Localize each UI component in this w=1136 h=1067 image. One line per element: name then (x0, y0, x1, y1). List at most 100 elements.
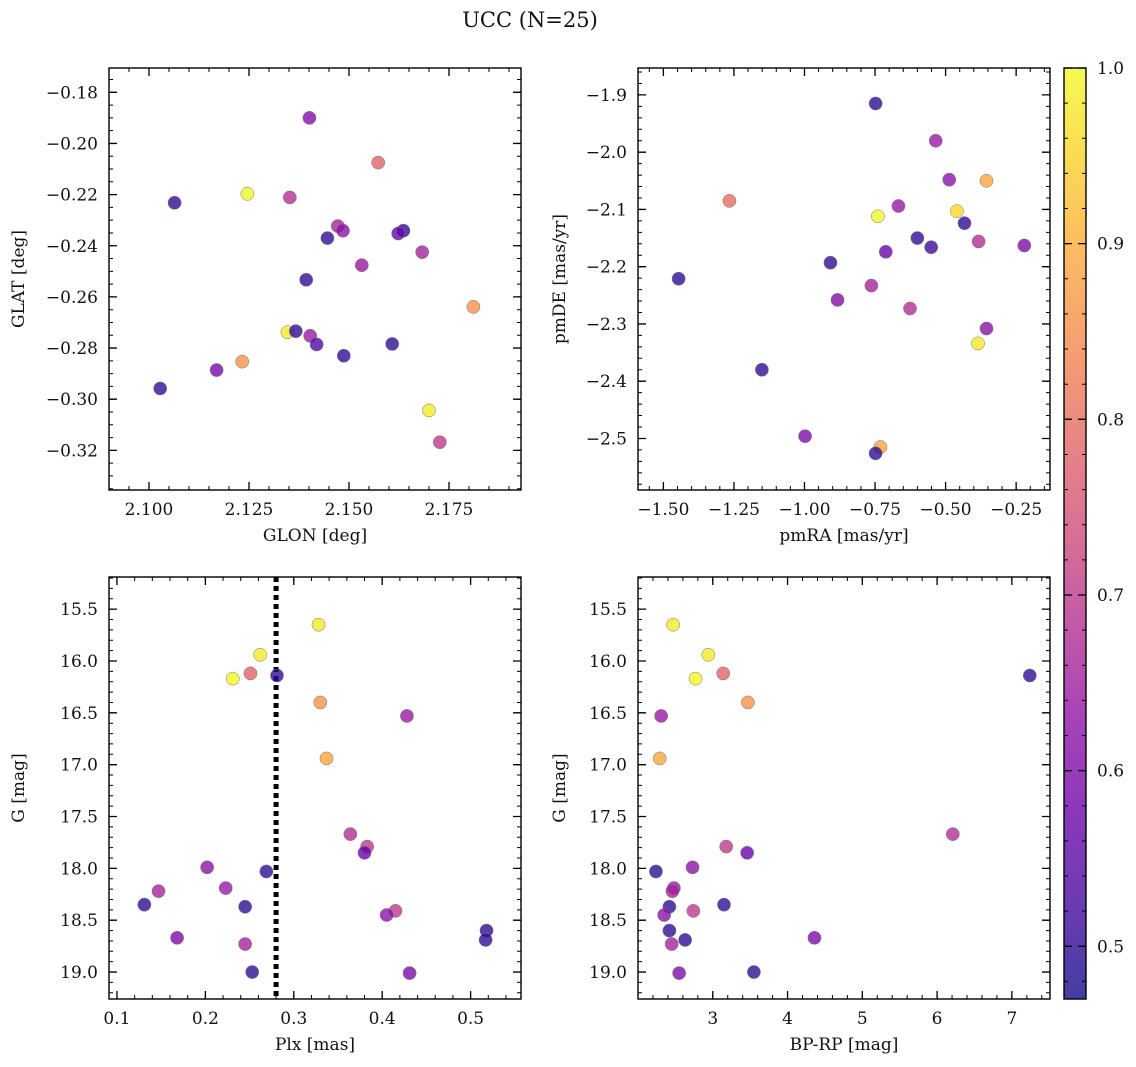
data-point (200, 860, 214, 875)
data-point (379, 908, 394, 922)
x-tick-label: 2.175 (425, 500, 474, 520)
data-point (654, 709, 669, 723)
data-point (868, 96, 883, 111)
data-point (924, 240, 939, 255)
y-tick-label: −0.20 (46, 134, 98, 154)
data-point (979, 173, 994, 188)
x-tick-label: 2.100 (125, 500, 174, 520)
data-point (400, 709, 414, 723)
y-tick-label: −0.32 (46, 441, 98, 461)
data-point (666, 617, 680, 632)
data-point (259, 864, 274, 879)
data-point (391, 226, 406, 241)
data-point (422, 403, 436, 418)
data-point (302, 111, 317, 125)
data-point (466, 300, 481, 314)
data-point (686, 904, 701, 918)
major-ticks (638, 577, 1050, 999)
x-tick-label: 0.2 (192, 1009, 219, 1029)
data-point (320, 231, 335, 245)
pmde-vs-pmra-panel: −1.50 −1.25 −1.00 −0.75 −0.50 −0.25 −1.9 −2.0 −2… (550, 67, 1051, 546)
x-axis-label: Plx [mas] (275, 1035, 355, 1055)
data-point (357, 845, 372, 860)
y-tick-label: −2.2 (586, 258, 627, 278)
data-point (385, 337, 400, 351)
data-point (971, 336, 985, 351)
data-point (288, 324, 303, 339)
data-point (282, 190, 297, 205)
y-tick-label: 16.5 (60, 704, 98, 724)
data-point (170, 930, 184, 945)
data-point (719, 839, 734, 854)
x-tick-label: 4 (782, 1009, 793, 1029)
y-tick-label: 16.0 (589, 652, 627, 672)
x-axis-label: pmRA [mas/yr] (779, 526, 908, 546)
data-point (151, 884, 166, 899)
y-axis-label: GLAT [deg] (9, 230, 29, 328)
x-tick-label: −1.00 (778, 500, 830, 520)
y-tick-label: 17.5 (60, 808, 98, 828)
data-point (343, 827, 358, 841)
x-tick-label: 3 (707, 1009, 718, 1029)
y-tick-label: 17.0 (60, 756, 98, 776)
data-point (240, 186, 255, 201)
y-tick-label: −0.22 (46, 186, 98, 206)
data-point (701, 647, 716, 662)
minor-ticks (637, 577, 1050, 999)
data-point (678, 933, 692, 947)
scatter-points (649, 617, 1037, 980)
axes-frame (108, 67, 522, 491)
y-tick-label: 18.0 (60, 859, 98, 879)
data-point (878, 244, 893, 259)
g-vs-plx-panel: 0.1 0.2 0.3 0.4 0.5 15.5 16.0 16.5 17.0 17.5 18.0 1… (9, 576, 522, 1055)
y-axis-label: G [mag] (9, 753, 29, 822)
y-tick-label: 18.5 (60, 911, 98, 931)
major-ticks (638, 68, 1050, 490)
data-point (235, 354, 250, 369)
y-tick-label: −2.1 (586, 200, 627, 220)
colorbar-tick-label: 0.8 (1097, 410, 1124, 430)
axes-frame (637, 67, 1051, 491)
data-point (928, 133, 943, 148)
data-point (868, 446, 883, 461)
data-point (871, 209, 885, 224)
data-point (1017, 238, 1032, 253)
data-point (747, 965, 761, 979)
data-point (798, 429, 812, 444)
x-tick-label: 7 (1006, 1009, 1017, 1029)
x-tick-label: 2.150 (325, 500, 374, 520)
data-point (253, 647, 268, 662)
data-point (823, 255, 838, 270)
data-point (415, 245, 430, 259)
colorbar-tick-label: 0.5 (1097, 937, 1124, 957)
x-tick-label: −0.50 (920, 500, 972, 520)
minor-ticks (638, 68, 1050, 490)
data-point (722, 193, 737, 208)
data-point (891, 199, 906, 213)
data-point (830, 293, 845, 307)
y-tick-label: −0.28 (46, 339, 98, 359)
x-tick-label: 0.1 (103, 1009, 130, 1029)
colorbar-tick-label: 0.7 (1097, 586, 1124, 606)
g-vs-bprp-panel: 3 4 5 6 7 15.5 16.0 16.5 17.0 17.5 18.0 18.5 19.0 BP-… (550, 576, 1051, 1055)
data-point (903, 301, 917, 316)
data-point (662, 923, 677, 938)
y-tick-label: 15.5 (589, 600, 627, 620)
x-tick-label: 0.4 (369, 1009, 396, 1029)
scatter-points (671, 96, 1032, 461)
data-point (942, 172, 957, 187)
data-point (807, 930, 822, 945)
data-point (209, 363, 224, 377)
major-ticks (109, 577, 521, 999)
data-point (957, 216, 972, 231)
y-tick-label: 19.0 (589, 963, 627, 983)
data-point (167, 195, 182, 210)
data-point (354, 258, 369, 273)
data-point (979, 321, 994, 336)
data-point (950, 204, 964, 218)
data-point (299, 272, 314, 287)
data-point (910, 231, 925, 245)
data-point (225, 671, 240, 686)
x-tick-label: −0.75 (849, 500, 901, 520)
minor-ticks (108, 68, 521, 490)
